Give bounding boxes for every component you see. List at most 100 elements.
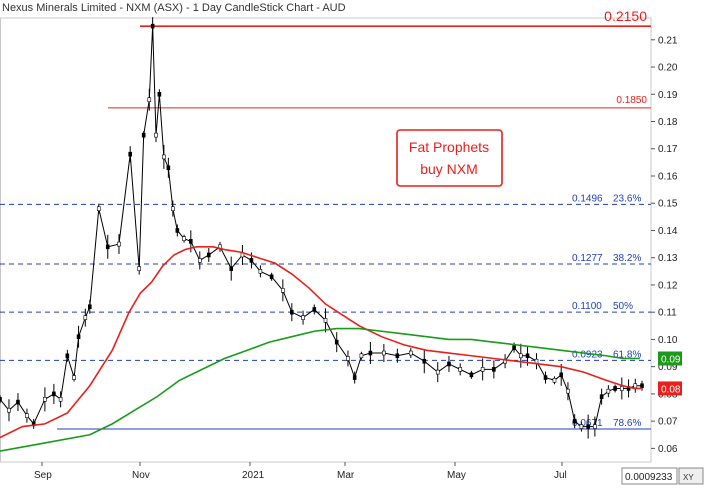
x-tick-label: 2021 (242, 470, 265, 481)
y-tick-label: 0.09 (658, 362, 678, 373)
level-value-label: 0.1850 (616, 95, 647, 106)
candle-body (534, 358, 539, 364)
price-series (0, 17, 644, 439)
candle-body (593, 424, 597, 429)
y-tick-label: 0.11 (658, 308, 677, 319)
chart-title: Nexus Minerals Limited - NXM (ASX) - 1 D… (2, 2, 346, 14)
level-value-label: 0.1277 (572, 253, 603, 264)
moving-average-red (0, 246, 643, 439)
price-badge-label: 0.08 (661, 384, 681, 395)
candle-body (543, 375, 548, 380)
candle-body (249, 258, 254, 263)
candle-body (182, 236, 186, 241)
candle-body (58, 397, 63, 402)
candle-body (606, 388, 611, 394)
y-tick-label: 0.10 (658, 335, 678, 346)
candle-body (154, 132, 158, 138)
level-value-label: 0.1100 (572, 301, 602, 312)
candle-body (206, 252, 211, 258)
x-tick-label: May (447, 470, 466, 481)
candle-body (346, 356, 350, 361)
candle-body (382, 350, 386, 356)
price-badge-label: 0.09 (661, 354, 681, 365)
y-tick-label: 0.17 (658, 144, 678, 155)
candle-body (492, 367, 496, 372)
y-tick-label: 0.06 (658, 444, 678, 455)
y-tick-label: 0.14 (658, 226, 678, 237)
cursor-readout-box (621, 467, 678, 485)
level-value-label: 0.1496 (572, 193, 603, 204)
candle-body (166, 165, 171, 171)
x-tick-label: Sep (34, 470, 52, 481)
candle-body (312, 307, 317, 312)
candle-body (117, 241, 121, 247)
candle-body (480, 367, 485, 372)
candle-body (281, 288, 285, 293)
candle-body (128, 151, 132, 157)
candle-body (566, 388, 570, 394)
candle-body (525, 353, 530, 359)
level-pct-label: 61.8% (613, 349, 641, 360)
y-tick-label: 0.12 (658, 280, 678, 291)
candle-body (640, 383, 644, 389)
candle-body (599, 394, 604, 399)
candle-body (65, 353, 70, 359)
candle-body (458, 367, 462, 372)
annotation-text: buy NXM (420, 161, 478, 177)
candle-body (359, 353, 364, 359)
level-value-label: 0.0923 (572, 349, 603, 360)
candle-body (395, 353, 400, 359)
plot-frame (0, 17, 652, 463)
y-tick-label: 0.21 (658, 35, 678, 46)
candle-body (258, 269, 263, 274)
candle-body (147, 97, 152, 103)
y-tick-label: 0.15 (658, 199, 678, 210)
candle-body (141, 132, 146, 138)
candle-body (334, 339, 339, 345)
candle-body (352, 375, 357, 380)
y-tick-label: 0.18 (658, 117, 678, 128)
candle-body (197, 258, 202, 263)
candle-body (323, 318, 328, 323)
price-badge (658, 381, 682, 396)
candle-body (7, 407, 11, 413)
candle-body (72, 375, 76, 380)
y-tick-label: 0.07 (658, 417, 678, 428)
candle-body (175, 228, 180, 233)
candle-body (229, 266, 234, 271)
x-tick-label: Jul (554, 470, 567, 481)
candle-body (16, 399, 20, 405)
candle-body (579, 424, 584, 429)
candle-body (447, 361, 451, 367)
candle-body (518, 353, 523, 359)
candle-body (137, 266, 141, 271)
level-pct-label: 38.2% (613, 253, 641, 264)
candle-body (105, 244, 110, 250)
level-pct-label: 78.6% (613, 418, 641, 429)
annotation-box (396, 129, 503, 187)
candle-body (76, 334, 81, 339)
annotation-text: Fat Prophets (409, 139, 489, 155)
level-pct-label: 50% (613, 301, 633, 312)
candle-body (559, 372, 564, 378)
price-line (0, 26, 643, 428)
candle-body (87, 304, 92, 310)
x-tick-label: Nov (132, 470, 150, 481)
level-value-label: 0.0671 (572, 418, 603, 429)
price-badge (658, 351, 682, 366)
candle-body (469, 372, 474, 378)
y-tick-label: 0.19 (658, 90, 678, 101)
candle-body (613, 386, 617, 391)
moving-average-green (0, 327, 640, 452)
candle-body (368, 350, 373, 356)
level-value-label: 0.2150 (604, 8, 647, 24)
level-pct-label: 23.6% (613, 193, 641, 204)
candle-body (552, 377, 557, 383)
xy-toggle-label: XY (683, 473, 694, 482)
candle-body (52, 391, 56, 397)
candle-body (0, 397, 2, 402)
candle-body (96, 206, 101, 211)
x-tick-label: Mar (337, 470, 355, 481)
candle-body (269, 274, 274, 280)
